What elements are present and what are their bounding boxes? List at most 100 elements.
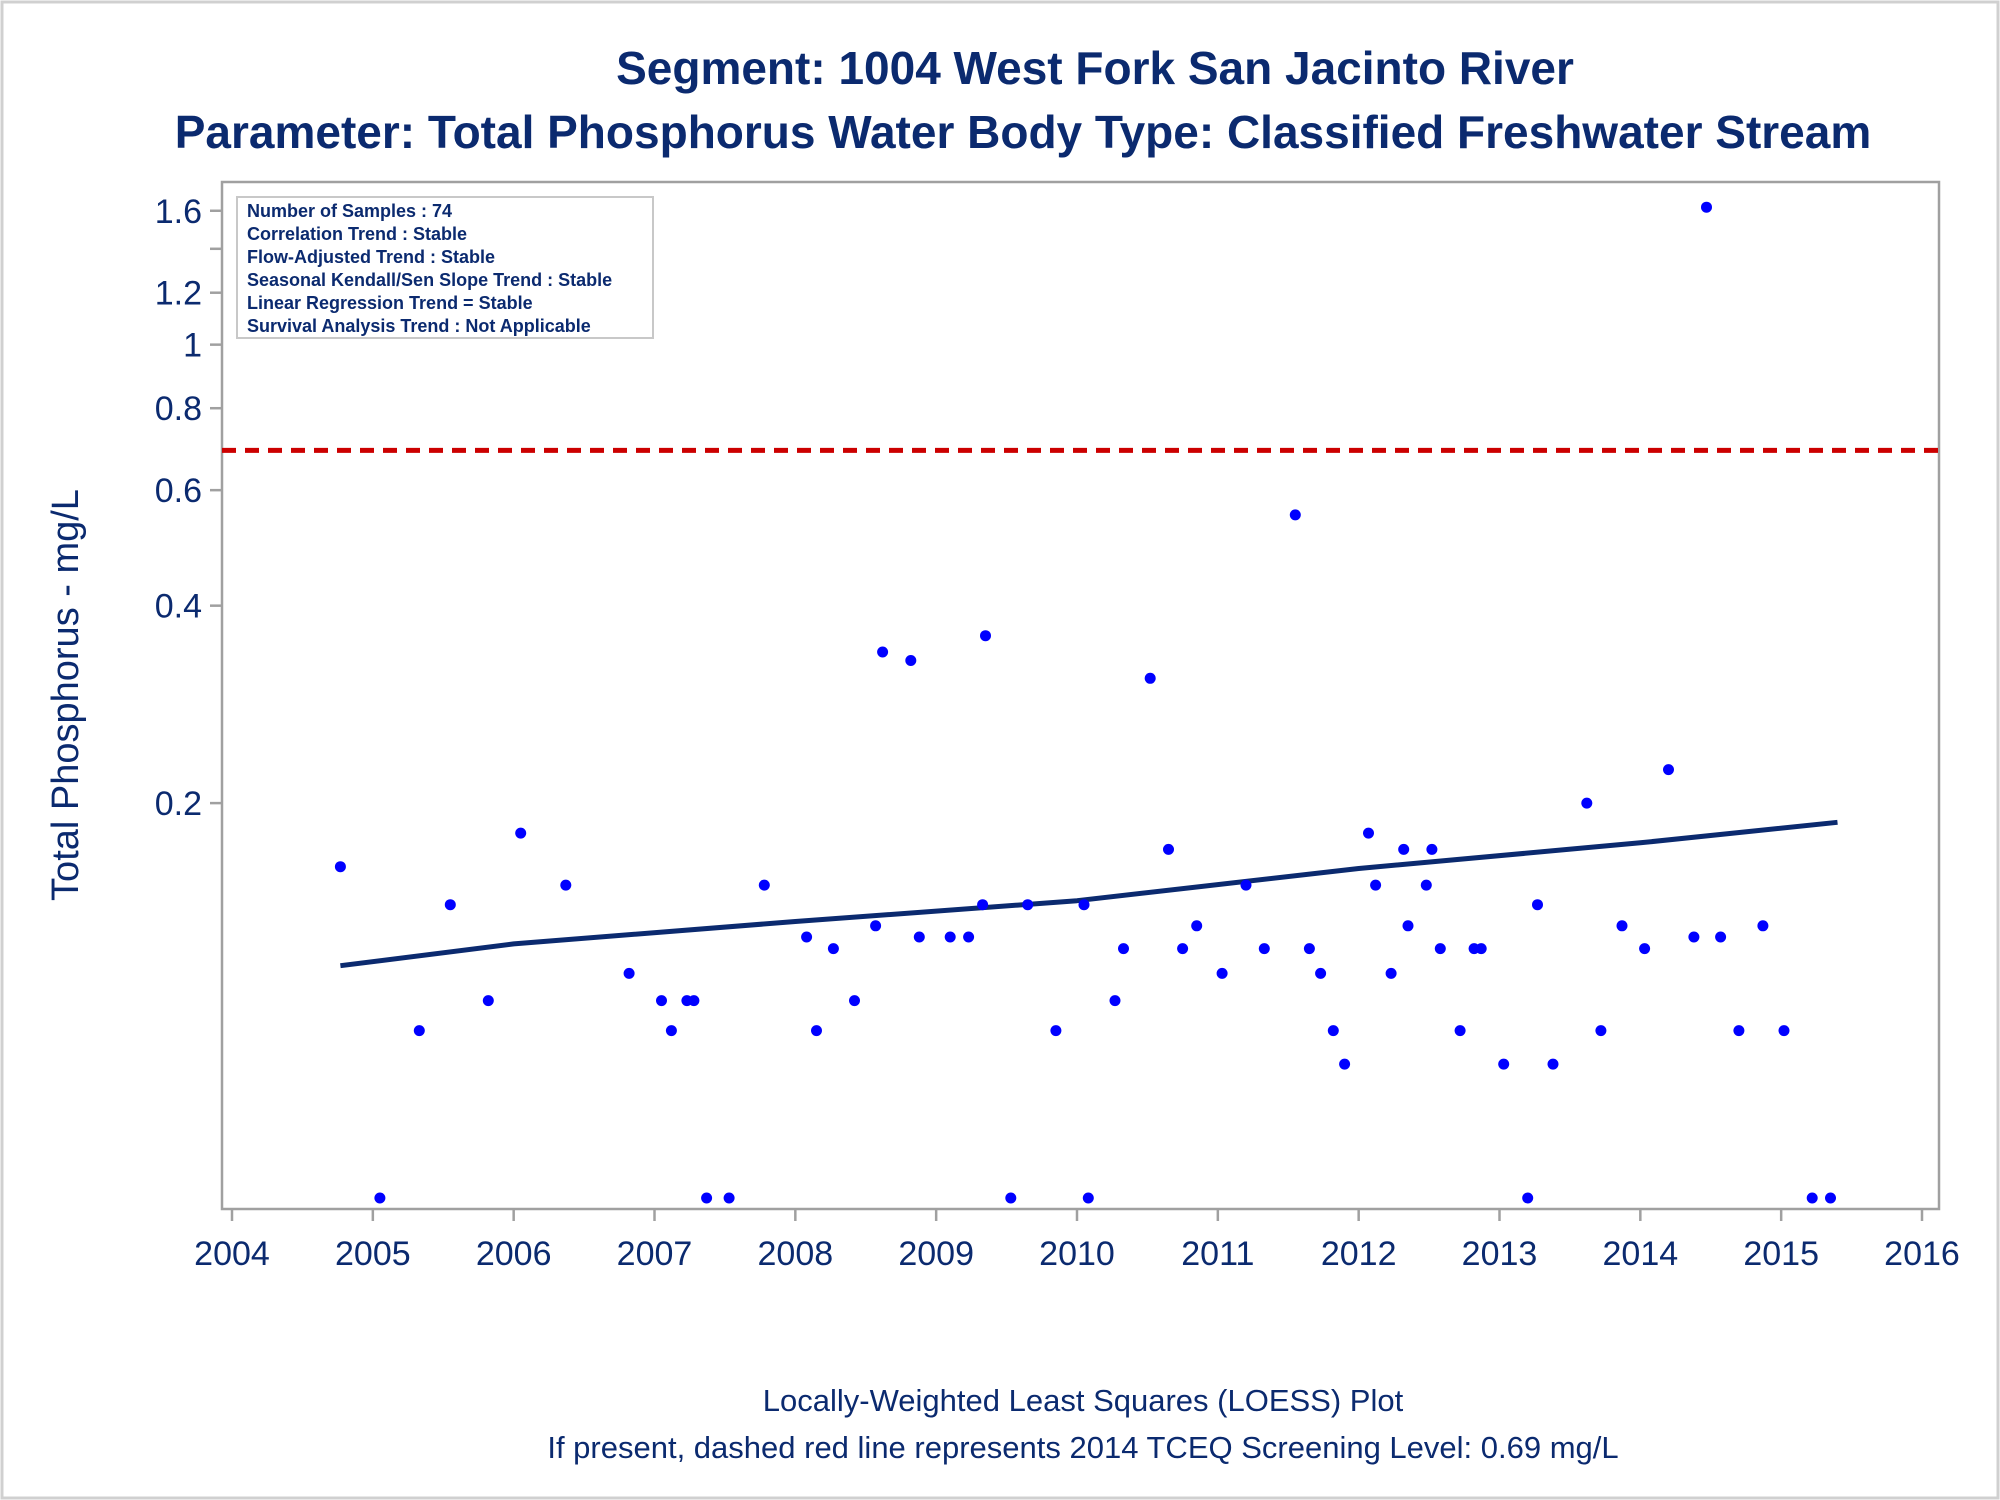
data-point-18 [827, 943, 839, 955]
data-point-9 [656, 995, 667, 1007]
data-point-68 [1701, 201, 1712, 213]
data-point-38 [1191, 920, 1203, 932]
data-points [334, 201, 1836, 1204]
data-point-42 [1289, 509, 1301, 521]
stats-linear-regression-trend: Linear Regression Trend = Stable [247, 293, 533, 313]
data-point-1 [334, 861, 346, 873]
x-tick-label-2011: 2011 [1181, 1235, 1254, 1273]
data-point-10 [665, 1025, 677, 1037]
data-point-19 [849, 995, 860, 1007]
data-point-51 [1402, 920, 1414, 932]
data-point-23 [913, 931, 925, 943]
data-point-69 [1715, 931, 1727, 943]
data-point-14 [723, 1192, 735, 1204]
data-point-60 [1532, 899, 1543, 911]
data-point-59 [1522, 1192, 1534, 1204]
data-point-45 [1327, 1025, 1339, 1037]
data-point-40 [1240, 879, 1252, 891]
x-tick-label-2012: 2012 [1321, 1235, 1397, 1273]
data-point-26 [977, 899, 989, 911]
data-point-2 [374, 1192, 386, 1204]
data-point-54 [1434, 943, 1446, 955]
loess-trend-line [340, 819, 1838, 969]
data-point-25 [963, 931, 975, 943]
footer-plot-description: Locally-Weighted Least Squares (LOESS) P… [763, 1383, 1404, 1418]
y-tick-label-0.6: 0.6 [155, 472, 202, 510]
data-point-74 [1825, 1192, 1836, 1204]
data-point-13 [701, 1192, 713, 1204]
x-tick-label-2005: 2005 [335, 1235, 411, 1273]
data-point-28 [1005, 1192, 1017, 1204]
x-tick-label-2015: 2015 [1743, 1235, 1819, 1273]
data-point-58 [1498, 1058, 1510, 1070]
data-point-6 [515, 827, 527, 839]
data-point-53 [1426, 843, 1438, 855]
data-point-65 [1639, 943, 1651, 955]
x-tick-label-2013: 2013 [1462, 1235, 1538, 1273]
data-point-7 [560, 879, 572, 891]
data-point-32 [1082, 1192, 1094, 1204]
data-point-48 [1370, 879, 1382, 891]
data-point-43 [1303, 943, 1315, 955]
data-point-70 [1733, 1025, 1745, 1037]
data-point-33 [1109, 995, 1121, 1007]
data-point-49 [1385, 967, 1397, 979]
chart-subtitle: Parameter: Total Phosphorus Water Body T… [175, 106, 1871, 158]
data-point-16 [801, 931, 813, 943]
x-axis: 2004 2005 2006 2007 2008 2009 2010 2011 2012 2013… [194, 1209, 1960, 1273]
stats-box-frame [236, 196, 654, 339]
stats-box: Number of Samples : 74 Correlation Trend… [236, 196, 654, 339]
x-tick-label-2016: 2016 [1884, 1235, 1960, 1273]
data-point-64 [1616, 920, 1628, 932]
y-axis-label: Total Phosphorus - mg/L [45, 489, 87, 901]
data-point-5 [482, 995, 494, 1007]
data-point-63 [1595, 1025, 1607, 1037]
data-point-3 [413, 1025, 425, 1037]
data-point-62 [1581, 797, 1593, 809]
y-tick-label-1.6: 1.6 [155, 193, 202, 231]
x-tick-label-2009: 2009 [898, 1235, 974, 1273]
data-point-67 [1688, 931, 1700, 943]
data-point-50 [1398, 843, 1410, 855]
y-tick-label-1: 1 [183, 327, 202, 365]
data-point-47 [1363, 827, 1374, 839]
x-tick-label-2004: 2004 [194, 1235, 270, 1273]
chart-title: Segment: 1004 West Fork San Jacinto Rive… [616, 42, 1574, 94]
data-point-73 [1806, 1192, 1818, 1204]
y-tick-label-1.2: 1.2 [155, 275, 202, 313]
stats-correlation-trend: Correlation Trend : Stable [247, 224, 467, 244]
stats-seasonal-kendall-trend: Seasonal Kendall/Sen Slope Trend : Stabl… [247, 270, 612, 290]
data-point-41 [1258, 943, 1270, 955]
data-point-72 [1778, 1025, 1790, 1037]
x-tick-label-2007: 2007 [617, 1235, 693, 1273]
footer-screening-note: If present, dashed red line represents 2… [547, 1430, 1618, 1465]
data-point-37 [1177, 943, 1189, 955]
data-point-44 [1315, 967, 1327, 979]
data-point-31 [1078, 899, 1090, 911]
data-point-35 [1144, 672, 1156, 684]
stats-sample-count: Number of Samples : 74 [247, 201, 452, 221]
stats-survival-analysis-trend: Survival Analysis Trend : Not Applicable [247, 316, 591, 336]
x-tick-label-2006: 2006 [476, 1235, 552, 1273]
y-axis: 0.2 0.4 0.6 0.8 1 1.2 1.6 [155, 193, 222, 823]
data-point-22 [905, 655, 917, 666]
x-tick-label-2008: 2008 [758, 1235, 834, 1273]
data-point-17 [811, 1025, 822, 1037]
x-tick-label-2014: 2014 [1603, 1235, 1679, 1273]
data-point-12 [688, 995, 700, 1007]
data-point-39 [1216, 967, 1228, 979]
data-point-57 [1475, 943, 1487, 955]
plot-frame [220, 180, 1941, 1211]
data-point-27 [980, 630, 991, 642]
data-point-52 [1420, 879, 1432, 891]
data-point-21 [877, 646, 889, 658]
data-point-61 [1547, 1058, 1559, 1070]
data-point-46 [1339, 1058, 1351, 1070]
data-point-55 [1454, 1025, 1466, 1037]
data-point-36 [1163, 843, 1174, 855]
data-point-34 [1118, 943, 1129, 955]
data-point-71 [1757, 920, 1769, 932]
data-point-15 [758, 879, 770, 891]
stats-flow-adjusted-trend: Flow-Adjusted Trend : Stable [247, 247, 495, 267]
